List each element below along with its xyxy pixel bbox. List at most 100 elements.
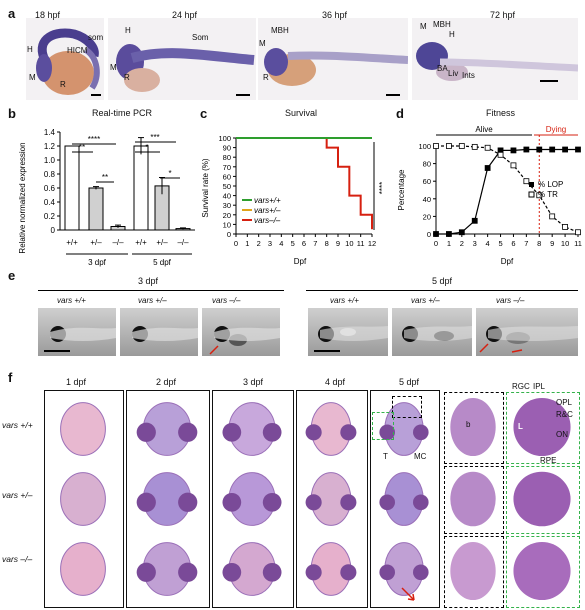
fitness-ylabel: Percentage bbox=[397, 169, 406, 210]
e-photo-3dpf-het bbox=[120, 308, 198, 356]
fit-ytick-label: 0 bbox=[427, 230, 431, 239]
f-col-3: 3 dpf bbox=[243, 377, 264, 387]
e-group-3dpf: 3 dpf bbox=[138, 276, 159, 286]
label-r-36: R bbox=[263, 73, 269, 82]
fit-xtick-label: 7 bbox=[524, 239, 528, 248]
histology-eye bbox=[178, 492, 198, 512]
f-row-3: vars –/– bbox=[2, 554, 33, 564]
scale-bar-36 bbox=[386, 94, 400, 96]
histology-section bbox=[300, 396, 362, 462]
scale-bar-24 bbox=[236, 94, 250, 96]
scale-bar-72 bbox=[540, 80, 558, 82]
pcr-bar bbox=[133, 145, 149, 231]
histology-eye bbox=[262, 422, 282, 442]
pcr-ylabel: Relative normalized expression bbox=[18, 142, 27, 253]
e-photo-5dpf-het bbox=[392, 308, 472, 356]
f-col-5: 5 dpf bbox=[399, 377, 420, 387]
fit-ytick-label: 20 bbox=[423, 212, 431, 221]
fitness-lines bbox=[433, 143, 581, 237]
histology-section bbox=[216, 396, 288, 462]
pcr-ytick-label: 0.2 bbox=[44, 212, 56, 221]
label-liv-72: Liv bbox=[448, 69, 459, 78]
label-m-72: M bbox=[420, 22, 427, 31]
fit-xtick-label: 5 bbox=[498, 239, 502, 248]
histology-zoom bbox=[446, 394, 500, 460]
e-geno-3: vars –/– bbox=[212, 296, 241, 305]
surv-ytick-label: 80 bbox=[223, 153, 231, 162]
histology-eye bbox=[262, 492, 282, 512]
survival-title: Survival bbox=[285, 108, 318, 118]
f-row-2: vars +/– bbox=[2, 490, 33, 500]
label-m-18: M bbox=[29, 73, 36, 82]
survival-xlabel: Dpf bbox=[294, 257, 307, 266]
surv-xtick-label: 2 bbox=[257, 239, 261, 248]
fit-xtick-label: 6 bbox=[511, 239, 515, 248]
fit-point bbox=[523, 146, 530, 153]
surv-legend-3: vars–/– bbox=[254, 216, 281, 225]
fit-point bbox=[575, 146, 581, 153]
f-zoom-eye-wt bbox=[506, 392, 580, 464]
e-group-5dpf: 5 dpf bbox=[432, 276, 453, 286]
surv-xtick-label: 7 bbox=[313, 239, 317, 248]
fit-point bbox=[562, 146, 568, 153]
pcr-brackets bbox=[72, 141, 180, 183]
histology-section bbox=[48, 536, 118, 602]
pcr-bar bbox=[88, 187, 104, 231]
f-label-ipl: IPL bbox=[533, 382, 546, 391]
histology-zoom bbox=[508, 538, 576, 604]
histology-eye bbox=[222, 562, 242, 582]
zoom-tissue bbox=[450, 397, 496, 457]
pcr-xtick-label: +/– bbox=[156, 238, 168, 247]
pcr-ytick-label: 0.8 bbox=[44, 170, 56, 179]
f-label-b: b bbox=[466, 420, 471, 429]
panel-d-letter: d bbox=[396, 106, 404, 121]
surv-xtick-label: 9 bbox=[336, 239, 340, 248]
f-label-opl: OPL bbox=[556, 398, 573, 407]
fit-xtick-label: 4 bbox=[486, 239, 490, 248]
f-zoom-eye-mut bbox=[506, 536, 580, 608]
fit-ytick-label: 80 bbox=[423, 160, 431, 169]
histology-tissue bbox=[60, 542, 106, 596]
fit-point bbox=[497, 151, 504, 158]
histology-tissue bbox=[60, 472, 106, 526]
fit-xtick-label: 0 bbox=[434, 239, 438, 248]
fit-xtick-label: 10 bbox=[561, 239, 569, 248]
histology-eye bbox=[178, 422, 198, 442]
surv-series-line bbox=[236, 137, 373, 230]
fitness-xlabel: Dpf bbox=[501, 257, 514, 266]
e-geno-4: vars +/+ bbox=[330, 296, 359, 305]
histology-zoom bbox=[508, 468, 576, 530]
sig-2: ** bbox=[79, 143, 85, 152]
histology-eye bbox=[136, 422, 156, 442]
surv-ytick-label: 90 bbox=[223, 144, 231, 153]
fit-xtick-label: 2 bbox=[460, 239, 464, 248]
histology-section bbox=[374, 466, 434, 532]
pcr-xlabels: +/+ +/– –/– +/+ +/– –/– bbox=[66, 238, 189, 247]
e-5dpf-line bbox=[306, 290, 578, 291]
pcr-ytick-label: 1.2 bbox=[44, 142, 56, 151]
histology-zoom bbox=[446, 538, 500, 604]
label-som-18: som bbox=[88, 33, 104, 42]
surv-ytick-label: 20 bbox=[223, 211, 231, 220]
label-hicm-18: HICM bbox=[67, 46, 88, 55]
pcr-yticks: 0 0.2 0.4 0.6 0.8 1.0 1.2 1.4 bbox=[44, 128, 60, 235]
histology-eye bbox=[379, 494, 395, 511]
pcr-bars bbox=[64, 137, 191, 231]
fit-point bbox=[523, 178, 530, 185]
f-zoom-box-brain bbox=[392, 396, 422, 418]
scale-bar-18 bbox=[91, 94, 101, 96]
histology-zoom bbox=[508, 394, 576, 460]
e-geno-5: vars +/– bbox=[411, 296, 440, 305]
fitness-legend: % LOP % TR bbox=[528, 180, 563, 199]
histology-eye bbox=[413, 424, 429, 441]
histology-tissue bbox=[60, 402, 106, 456]
histology-eye bbox=[340, 494, 357, 511]
f-col2-frame bbox=[126, 390, 210, 608]
fit-ytick-label: 100 bbox=[418, 142, 431, 151]
surv-ytick-label: 30 bbox=[223, 201, 231, 210]
histology-eye bbox=[136, 562, 156, 582]
surv-xtick-label: 6 bbox=[302, 239, 306, 248]
surv-legend-1: vars+/+ bbox=[254, 196, 281, 205]
fit-point bbox=[575, 229, 581, 236]
